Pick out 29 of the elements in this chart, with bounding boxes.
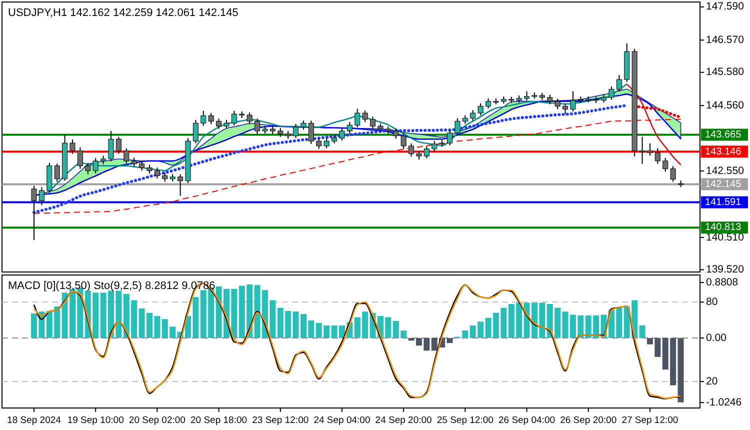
y-tick-label: 0.8808 xyxy=(706,276,738,288)
y-tick-label: 0.00 xyxy=(706,332,727,344)
y-tick-label: 140.510 xyxy=(706,231,744,244)
x-tick-label: 18 Sep 2024 xyxy=(7,415,61,426)
x-tick-label: 26 Sep 20:00 xyxy=(560,415,617,426)
ref-line-label: 142.145 xyxy=(705,178,742,190)
text: USDJPY,H1 142.162 142.259 142.061 142.145 xyxy=(8,7,238,19)
x-tick-label: 25 Sep 12:00 xyxy=(436,415,494,426)
y-tick-label: 145.580 xyxy=(706,66,744,78)
x-tick-label: 19 Sep 10:00 xyxy=(67,415,124,426)
x-tick-label: 27 Sep 12:00 xyxy=(622,415,678,426)
y2-tick-label: 80 xyxy=(706,296,718,308)
ref-line-label: 143.146 xyxy=(705,146,742,158)
y-tick-label: 139.520 xyxy=(706,264,744,276)
x-tick-label: 24 Sep 04:00 xyxy=(314,415,370,426)
y-tick-label: 146.570 xyxy=(706,34,744,46)
y-tick-label: -1.0246 xyxy=(706,396,742,408)
ref-line-label: 140.813 xyxy=(705,222,742,234)
y-tick-label: 144.560 xyxy=(706,99,744,112)
x-tick-label: 20 Sep 18:00 xyxy=(190,415,248,426)
x-tick-label: 26 Sep 04:00 xyxy=(498,415,556,426)
x-tick-label: 20 Sep 02:00 xyxy=(128,415,186,426)
x-tick-label: 23 Sep 12:00 xyxy=(252,415,309,426)
ref-line-label: 143.665 xyxy=(705,129,742,140)
x-tick-label: 24 Sep 20:00 xyxy=(375,415,432,426)
y-tick-label: 142.550 xyxy=(706,164,744,177)
y-tick-label: 147.590 xyxy=(706,0,744,13)
ref-line-label: 141.591 xyxy=(705,196,742,208)
y2-tick-label: 20 xyxy=(706,375,718,388)
